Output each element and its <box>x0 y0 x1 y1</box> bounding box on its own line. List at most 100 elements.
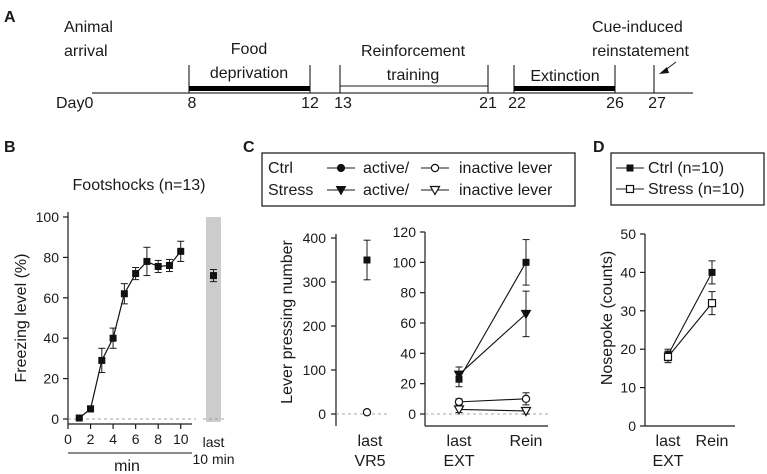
chart-c-right-series-line <box>458 408 527 412</box>
chart-d-series-line <box>667 272 713 356</box>
timeline-day-label: 26 <box>606 95 624 112</box>
timeline-event-label: Cue-induced <box>592 19 683 36</box>
chart-c-left-y-tick-label: 400 <box>303 230 327 246</box>
chart-b-inset-label: last <box>203 434 225 450</box>
chart-d-y-tick-label: 10 <box>620 380 636 396</box>
chart-c-legend-group: Stress <box>268 182 313 199</box>
chart-d-legend-marker <box>626 164 634 172</box>
chart-b-point <box>75 414 83 422</box>
panel-letter-a: A <box>4 9 16 26</box>
chart-c-right-y-tick-label: 100 <box>393 254 417 270</box>
chart-d-x-label: Rein <box>696 433 729 450</box>
chart-b-y-tick-label: 100 <box>36 209 60 225</box>
chart-c-left-active-point <box>363 256 371 264</box>
chart-c-right-point <box>520 406 532 417</box>
timeline-event: Reinforcement training 13 21 <box>334 43 497 112</box>
chart-d-point <box>663 352 673 361</box>
panel-b-freezing-chart: B Footshocks (n=13) Freezing level (%) m… <box>4 139 235 474</box>
chart-c-right-x-label: EXT <box>443 453 474 470</box>
chart-c-legend-marker <box>430 163 440 173</box>
chart-c-right-y-tick-label: 60 <box>400 315 416 331</box>
chart-c-legend-active: active/ <box>363 182 410 199</box>
chart-c-left-y-tick-label: 200 <box>303 318 327 334</box>
chart-c-right-point <box>454 397 464 407</box>
chart-b-x-label: min <box>114 458 140 474</box>
timeline-phase-bar <box>189 86 310 91</box>
panel-d-nosepoke-chart: D Nosepoke (counts) Ctrl (n=10) Stress (n… <box>593 139 765 470</box>
timeline-event-label: Extinction <box>530 68 599 85</box>
timeline-event: Animal arrival <box>64 19 113 60</box>
timeline-event-label: deprivation <box>210 65 288 82</box>
timeline-event: Cue-induced reinstatement 27 <box>592 19 689 112</box>
timeline-event-label: training <box>387 67 439 84</box>
chart-c-right-y-tick-label: 0 <box>408 406 416 422</box>
chart-d-x-label: last <box>656 433 681 450</box>
chart-c-left-y-tick-label: 300 <box>303 274 327 290</box>
chart-c-legend-group: Ctrl <box>268 160 293 177</box>
timeline-event-label: Animal <box>64 19 113 36</box>
chart-b-point <box>132 270 140 278</box>
chart-c-right-point <box>522 258 530 266</box>
chart-d-point <box>708 268 716 276</box>
chart-b-point <box>154 262 162 270</box>
chart-b-y-tick-label: 40 <box>43 330 59 346</box>
chart-b-inset-band <box>206 217 221 422</box>
timeline-day-label: 12 <box>301 95 319 112</box>
panel-letter-d: D <box>593 139 605 156</box>
chart-c-right-point <box>453 405 465 416</box>
panel-c-lever-chart: C Lever pressing number Ctrl active/inact… <box>243 139 576 470</box>
timeline-event-label: Reinforcement <box>361 43 466 60</box>
chart-c-legend-active: active/ <box>363 160 410 177</box>
timeline-event: Food deprivation 8 12 <box>188 41 319 112</box>
timeline-start-label: Day0 <box>56 95 93 112</box>
chart-c-left-inactive-point <box>362 408 372 417</box>
chart-c-right-x-label: Rein <box>510 433 543 450</box>
chart-b-point <box>98 356 106 364</box>
chart-c-right-series-line <box>458 313 527 375</box>
timeline-day-label: 21 <box>479 95 497 112</box>
reinstatement-arrow-head <box>659 67 669 74</box>
chart-c-left-x-label: last <box>358 433 383 450</box>
chart-d-y-label: Nosepoke (counts) <box>599 251 616 385</box>
chart-b-x-tick-label: 8 <box>154 431 162 447</box>
chart-c-right-y-tick-label: 80 <box>400 285 416 301</box>
chart-b-point <box>87 405 95 413</box>
chart-b-y-tick-label: 80 <box>43 249 59 265</box>
chart-c-right-x-label: last <box>447 433 472 450</box>
chart-c-right-point <box>521 394 531 404</box>
timeline-day-label: 13 <box>334 95 352 112</box>
chart-c-legend-box <box>261 152 576 207</box>
chart-b-inset-label: 10 min <box>192 451 234 467</box>
chart-d-y-tick-label: 50 <box>620 226 636 242</box>
chart-d-y-tick-label: 20 <box>620 341 636 357</box>
chart-d-legend-label: Stress (n=10) <box>648 181 744 198</box>
chart-c-left-y-tick-label: 0 <box>318 406 326 422</box>
chart-c-legend-marker <box>336 163 346 173</box>
chart-c-left-y-tick-label: 100 <box>303 362 327 378</box>
chart-d-series-line <box>667 302 713 358</box>
chart-d-legend-box <box>610 152 765 206</box>
chart-c-right-y-tick-label: 20 <box>400 376 416 392</box>
chart-d-legend-label: Ctrl (n=10) <box>648 160 724 177</box>
chart-b-point <box>120 290 128 298</box>
chart-b-title: Footshocks (n=13) <box>73 177 206 194</box>
chart-b-x-tick-label: 0 <box>64 431 72 447</box>
chart-b-series-line <box>78 250 182 419</box>
timeline-event-label: Food <box>231 41 267 58</box>
chart-c-left-x-label: VR5 <box>354 453 385 470</box>
chart-b-point <box>109 334 117 342</box>
chart-d-legend-marker <box>625 184 635 194</box>
chart-c-legend-marker <box>335 186 347 196</box>
chart-b-inset-point <box>210 272 217 280</box>
timeline-phase-bar <box>514 86 615 91</box>
chart-b-x-tick-label: 4 <box>109 431 117 447</box>
chart-b-y-tick-label: 20 <box>43 371 59 387</box>
timeline-day-label: 8 <box>188 95 197 112</box>
chart-b-y-tick-label: 60 <box>43 290 59 306</box>
chart-c-legend-marker <box>429 185 441 196</box>
chart-c-right-series-line <box>458 398 527 403</box>
chart-d-y-tick-label: 40 <box>620 264 636 280</box>
chart-b-x-tick-label: 2 <box>87 431 95 447</box>
chart-c-legend-inactive: inactive lever <box>459 182 553 199</box>
